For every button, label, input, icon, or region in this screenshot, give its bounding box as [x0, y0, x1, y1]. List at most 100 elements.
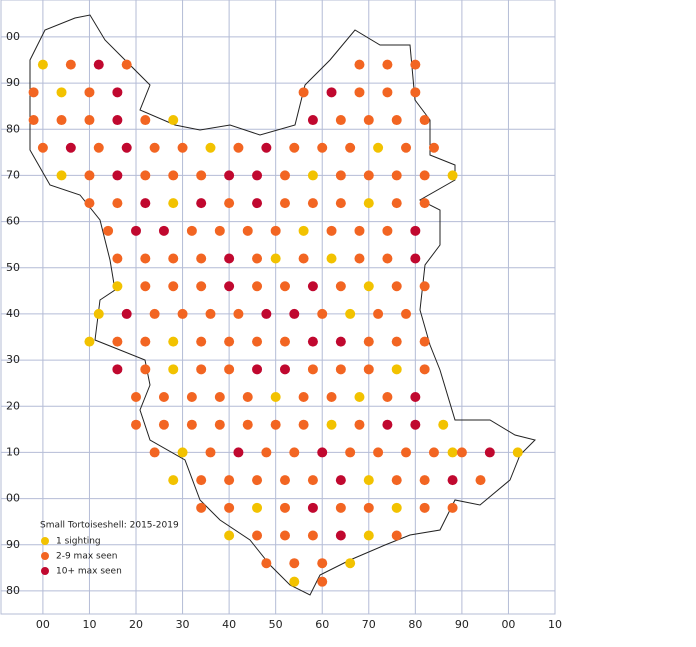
record-dot	[289, 576, 300, 587]
record-dot	[242, 392, 253, 403]
record-dot	[196, 170, 207, 181]
x-tick-label: 90	[455, 618, 469, 631]
record-dot	[224, 475, 235, 486]
record-dot	[428, 142, 439, 153]
record-dot	[196, 364, 207, 375]
record-dot	[373, 142, 384, 153]
record-dot	[307, 281, 318, 292]
legend-label: 1 sighting	[56, 537, 101, 547]
record-dot	[252, 475, 263, 486]
legend-marker	[41, 552, 49, 560]
record-dot	[140, 115, 151, 126]
legend-marker	[41, 567, 49, 575]
record-dot	[391, 115, 402, 126]
y-tick-label: 30	[6, 353, 20, 366]
record-dot	[345, 447, 356, 458]
x-tick-label: 60	[315, 618, 329, 631]
record-dot	[428, 447, 439, 458]
record-dot	[307, 170, 318, 181]
record-dot	[168, 336, 179, 347]
record-dot	[224, 364, 235, 375]
record-dot	[354, 392, 365, 403]
record-dot	[140, 364, 151, 375]
record-dot	[103, 225, 114, 236]
record-dot	[261, 142, 272, 153]
record-dot	[326, 392, 337, 403]
record-dot	[177, 308, 188, 319]
record-dot	[279, 281, 290, 292]
record-dot	[419, 364, 430, 375]
record-dot	[363, 364, 374, 375]
record-dot	[317, 308, 328, 319]
record-dot	[224, 253, 235, 264]
record-dot	[56, 170, 67, 181]
record-dot	[56, 115, 67, 126]
record-dot	[345, 558, 356, 569]
record-dot	[196, 475, 207, 486]
record-dot	[289, 447, 300, 458]
record-dot	[28, 115, 39, 126]
record-dot	[298, 225, 309, 236]
record-dot	[270, 419, 281, 430]
record-dot	[391, 281, 402, 292]
record-dot	[335, 530, 346, 541]
record-dot	[93, 59, 104, 70]
y-tick-label: 10	[6, 445, 20, 458]
record-dot	[140, 198, 151, 209]
record-dot	[252, 530, 263, 541]
record-dot	[158, 392, 169, 403]
record-dot	[410, 392, 421, 403]
record-dot	[252, 364, 263, 375]
record-dot	[233, 447, 244, 458]
x-tick-label: 40	[222, 618, 236, 631]
record-dot	[410, 225, 421, 236]
record-dot	[363, 281, 374, 292]
record-dot	[168, 253, 179, 264]
record-dot	[196, 198, 207, 209]
record-dot	[298, 253, 309, 264]
record-dot	[401, 142, 412, 153]
record-dot	[391, 364, 402, 375]
record-dot	[93, 142, 104, 153]
record-dot	[168, 475, 179, 486]
record-dot	[447, 447, 458, 458]
record-dot	[224, 281, 235, 292]
x-tick-label: 30	[176, 618, 190, 631]
record-dot	[335, 502, 346, 513]
record-dot	[261, 447, 272, 458]
record-dot	[112, 198, 123, 209]
record-dot	[177, 447, 188, 458]
record-dot	[382, 392, 393, 403]
record-dot	[168, 170, 179, 181]
record-dot	[419, 281, 430, 292]
record-dot	[317, 558, 328, 569]
record-dot	[363, 530, 374, 541]
x-tick-label: 20	[129, 618, 143, 631]
record-dot	[335, 198, 346, 209]
record-dot	[382, 87, 393, 98]
record-dot	[131, 225, 142, 236]
record-dot	[419, 475, 430, 486]
record-dot	[112, 170, 123, 181]
legend-label: 10+ max seen	[56, 567, 122, 577]
record-dot	[252, 336, 263, 347]
record-dot	[410, 419, 421, 430]
record-dot	[93, 308, 104, 319]
record-dot	[149, 447, 160, 458]
record-dot	[447, 170, 458, 181]
county-outline	[29, 14, 536, 596]
record-dot	[363, 336, 374, 347]
record-dot	[65, 59, 76, 70]
record-dot	[354, 253, 365, 264]
record-dot	[233, 308, 244, 319]
map-frame	[0, 0, 556, 615]
record-dot	[112, 364, 123, 375]
record-dot	[279, 170, 290, 181]
y-tick-label: 80	[6, 584, 20, 597]
record-dot	[484, 447, 495, 458]
record-dot	[168, 281, 179, 292]
record-dot	[298, 87, 309, 98]
record-dot	[447, 502, 458, 513]
record-dot	[214, 392, 225, 403]
record-dot	[140, 336, 151, 347]
